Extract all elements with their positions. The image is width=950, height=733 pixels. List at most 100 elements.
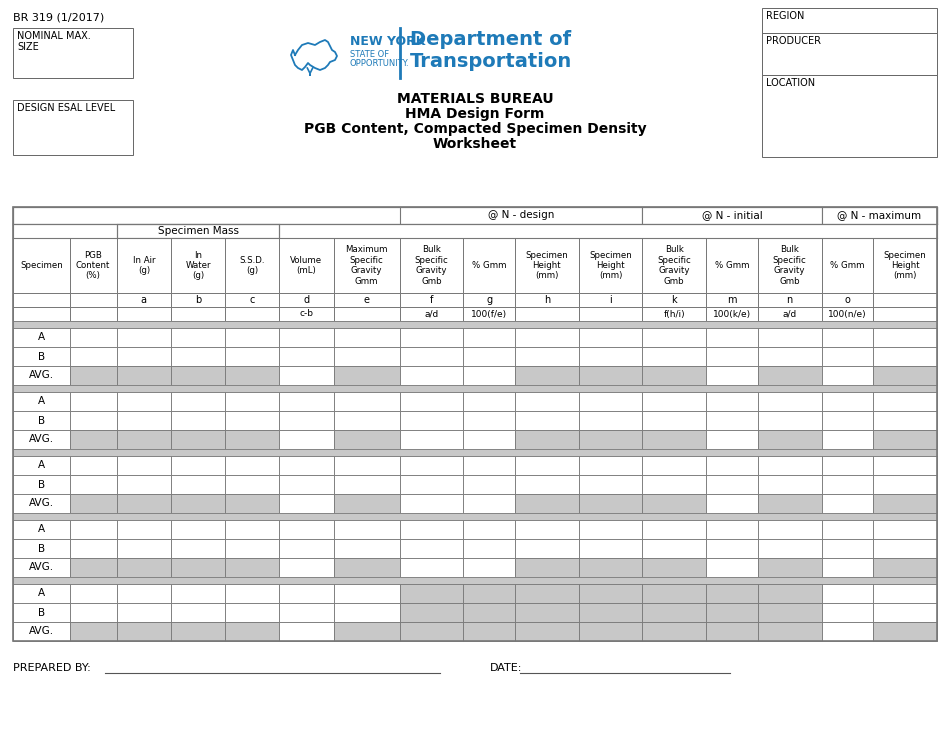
Bar	[464, 430, 515, 449]
Bar	[117, 584, 171, 603]
Bar	[69, 347, 117, 366]
Bar	[822, 603, 873, 622]
Text: g: g	[486, 295, 492, 305]
Bar	[464, 584, 515, 603]
Bar	[400, 603, 464, 622]
Bar	[69, 430, 117, 449]
Text: n: n	[787, 295, 793, 305]
Bar	[873, 392, 937, 411]
Bar	[13, 430, 69, 449]
Bar	[873, 584, 937, 603]
Bar	[171, 456, 225, 475]
Bar	[706, 411, 758, 430]
Bar	[515, 411, 579, 430]
Bar	[515, 238, 579, 293]
Bar	[333, 238, 400, 293]
Bar	[171, 539, 225, 558]
Bar	[117, 411, 171, 430]
Bar	[873, 366, 937, 385]
Bar	[642, 603, 706, 622]
Bar	[333, 293, 400, 307]
Bar	[69, 366, 117, 385]
Bar	[706, 366, 758, 385]
Bar	[579, 475, 642, 494]
Bar	[333, 558, 400, 577]
Text: AVG.: AVG.	[28, 498, 54, 509]
Bar	[13, 513, 937, 520]
Bar	[515, 347, 579, 366]
Bar	[822, 366, 873, 385]
Bar	[822, 558, 873, 577]
Bar	[225, 411, 279, 430]
Bar	[69, 475, 117, 494]
Bar	[279, 392, 333, 411]
Bar	[873, 430, 937, 449]
Bar	[873, 494, 937, 513]
Bar	[225, 430, 279, 449]
Bar	[758, 539, 822, 558]
Bar	[225, 539, 279, 558]
Text: DESIGN ESAL LEVEL: DESIGN ESAL LEVEL	[17, 103, 115, 113]
Bar	[333, 603, 400, 622]
Bar	[579, 392, 642, 411]
Text: STATE OF: STATE OF	[350, 50, 389, 59]
Bar	[706, 328, 758, 347]
Bar	[225, 622, 279, 641]
Text: f(h/i): f(h/i)	[663, 309, 685, 319]
Bar	[171, 238, 225, 293]
Text: 100(f/e): 100(f/e)	[471, 309, 507, 319]
Text: h: h	[543, 295, 550, 305]
Bar	[822, 456, 873, 475]
Text: a/d: a/d	[425, 309, 439, 319]
Bar	[333, 411, 400, 430]
Text: c-b: c-b	[299, 309, 314, 319]
Bar	[762, 33, 937, 75]
Bar	[706, 430, 758, 449]
Bar	[400, 475, 464, 494]
Text: 100(n/e): 100(n/e)	[828, 309, 866, 319]
Bar	[171, 411, 225, 430]
Bar	[400, 293, 464, 307]
Bar	[171, 307, 225, 321]
Bar	[579, 456, 642, 475]
Bar	[822, 307, 873, 321]
Bar	[117, 307, 171, 321]
Bar	[706, 392, 758, 411]
Bar	[13, 224, 937, 238]
Bar	[464, 392, 515, 411]
Bar	[706, 558, 758, 577]
Bar	[13, 385, 937, 392]
Bar	[758, 475, 822, 494]
Bar	[171, 584, 225, 603]
Bar	[464, 475, 515, 494]
Bar	[579, 520, 642, 539]
Bar	[464, 307, 515, 321]
Bar	[642, 411, 706, 430]
Text: PGB
Content
(%): PGB Content (%)	[76, 251, 110, 281]
Bar	[642, 456, 706, 475]
Bar	[117, 347, 171, 366]
Bar	[464, 366, 515, 385]
Text: B: B	[38, 352, 45, 361]
Text: 100(k/e): 100(k/e)	[712, 309, 751, 319]
Text: Specimen
Height
(mm): Specimen Height (mm)	[884, 251, 926, 281]
Bar	[171, 392, 225, 411]
Bar	[515, 520, 579, 539]
Bar	[171, 328, 225, 347]
Text: BR 319 (1/2017): BR 319 (1/2017)	[13, 12, 104, 22]
Text: S.S.D.
(g): S.S.D. (g)	[239, 256, 265, 275]
Text: HMA Design Form: HMA Design Form	[406, 107, 544, 121]
Bar	[13, 603, 69, 622]
Bar	[279, 411, 333, 430]
Text: AVG.: AVG.	[28, 627, 54, 636]
Text: c: c	[250, 295, 255, 305]
Bar	[279, 539, 333, 558]
Bar	[117, 238, 171, 293]
Bar	[69, 622, 117, 641]
Bar	[758, 584, 822, 603]
Text: Department of: Department of	[410, 30, 571, 49]
Bar	[464, 520, 515, 539]
Bar	[873, 539, 937, 558]
Bar	[515, 603, 579, 622]
Bar	[706, 520, 758, 539]
